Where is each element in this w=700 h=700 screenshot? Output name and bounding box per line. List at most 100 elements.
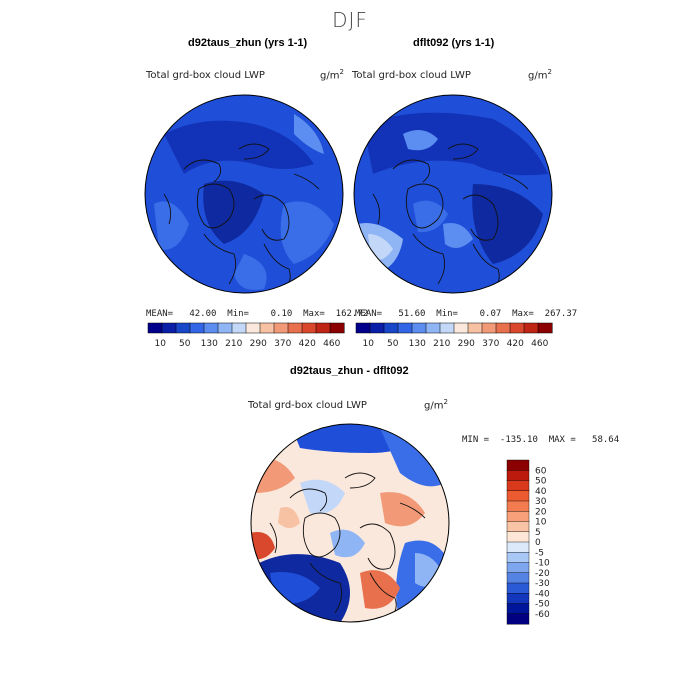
colorbar-cell: [369, 322, 385, 334]
colorbar-cell: [509, 322, 525, 334]
colorbar-cell: [506, 562, 530, 574]
colorbar-cell: [189, 322, 205, 334]
panel1-polar-map: [144, 94, 344, 294]
map-region-light-negative: [300, 479, 345, 514]
panel2-stats: MEAN= 51.60 Min= 0.07 Max= 267.37: [355, 309, 578, 319]
colorbar-cell: [506, 531, 530, 543]
panel1-units: g/m2: [320, 68, 344, 82]
colorbar-tick-label: 40: [535, 487, 547, 497]
map-region-mid: [154, 201, 189, 250]
map-region-positive: [360, 570, 400, 609]
colorbar-cell: [453, 322, 469, 334]
colorbar-cell: [506, 490, 530, 502]
colorbar-tick-label: -30: [535, 579, 550, 589]
map-region-light: [443, 223, 473, 248]
colorbar-tick-label: -5: [535, 548, 544, 558]
colorbar-cell: [161, 322, 177, 334]
colorbar-cell: [523, 322, 539, 334]
colorbar-tick-label: -50: [535, 600, 550, 610]
colorbar-cell: [329, 322, 345, 334]
panel2-units: g/m2: [528, 68, 552, 82]
colorbar-cell: [383, 322, 399, 334]
colorbar-tick-label: 60: [535, 466, 547, 476]
map-region-negative: [380, 428, 445, 487]
colorbar-cell: [231, 322, 247, 334]
colorbar-cell: [259, 322, 275, 334]
map-region-light: [403, 130, 438, 151]
colorbar-cell: [273, 322, 289, 334]
colorbar-cell: [355, 322, 371, 334]
colorbar-cell: [315, 322, 331, 334]
panel1-colorbar: 10 50 130 210 290 370 420 460: [147, 322, 345, 349]
colorbar-cell: [537, 322, 553, 334]
colorbar-tick-label: 5: [535, 528, 541, 538]
panel2-variable: Total grd-box cloud LWP: [352, 70, 471, 81]
colorbar-cell: [506, 500, 530, 512]
colorbar-tick-label: -60: [535, 610, 550, 620]
colorbar-cell: [397, 322, 413, 334]
colorbar-tick-label: 290: [250, 339, 267, 349]
colorbar-tick-label: 420: [507, 339, 524, 349]
colorbar-cell: [425, 322, 441, 334]
panel2-polar-map: [353, 94, 553, 294]
colorbar-tick-label: 10: [363, 339, 375, 349]
map-region-positive: [380, 492, 425, 527]
colorbar-cell: [301, 322, 317, 334]
panel2-colorbar: 10 50 130 210 290 370 420 460: [355, 322, 553, 349]
colorbar-cell: [506, 593, 530, 605]
colorbar-tick-label: 370: [482, 339, 499, 349]
colorbar-tick-label: 130: [409, 339, 426, 349]
colorbar-tick-label: -40: [535, 589, 550, 599]
figure-supertitle: DJF: [332, 8, 368, 32]
colorbar-cell: [495, 322, 511, 334]
colorbar-tick-label: -20: [535, 569, 550, 579]
colorbar-cell: [411, 322, 427, 334]
colorbar-tick-label: 10: [155, 339, 167, 349]
map-region-deep: [472, 184, 543, 264]
colorbar-tick-label: 10: [535, 518, 547, 528]
colorbar-tick-label: 50: [535, 477, 547, 487]
colorbar-cell: [506, 521, 530, 533]
colorbar-cell: [506, 613, 530, 625]
colorbar-cell: [245, 322, 261, 334]
panel3-stats: MIN = -135.10 MAX = 58.64: [462, 435, 620, 445]
colorbar-cell: [506, 511, 530, 523]
colorbar-cell: [506, 480, 530, 492]
colorbar-tick-label: 50: [387, 339, 399, 349]
colorbar-cell: [506, 552, 530, 564]
colorbar-tick-label: 30: [535, 497, 547, 507]
map-region-deep: [203, 180, 264, 244]
colorbar-cell: [506, 582, 530, 594]
colorbar-cell: [481, 322, 497, 334]
colorbar-cell: [203, 322, 219, 334]
panel3-polar-map: [250, 423, 450, 623]
colorbar-tick-label: 20: [535, 507, 547, 517]
colorbar-tick-label: 50: [179, 339, 191, 349]
map-region-deep: [363, 112, 548, 176]
colorbar-cell: [506, 470, 530, 482]
colorbar-tick-label: -10: [535, 559, 550, 569]
colorbar-cell: [439, 322, 455, 334]
colorbar-tick-label: 460: [323, 339, 340, 349]
colorbar-tick-label: 460: [531, 339, 548, 349]
map-region-mid: [234, 254, 267, 290]
map-region-positive: [278, 507, 300, 528]
map-region-strong-positive: [251, 532, 275, 560]
panel3-variable: Total grd-box cloud LWP: [248, 400, 367, 411]
colorbar-cell: [506, 459, 530, 471]
colorbar-tick-label: 420: [299, 339, 316, 349]
colorbar-tick-label: 210: [433, 339, 450, 349]
colorbar-tick-label: 370: [274, 339, 291, 349]
map-region-light-negative: [330, 529, 365, 558]
panel1-variable: Total grd-box cloud LWP: [146, 70, 265, 81]
colorbar-cell: [506, 541, 530, 553]
map-region-deep: [164, 120, 314, 174]
colorbar-cell: [175, 322, 191, 334]
map-region-mid: [413, 200, 448, 233]
colorbar-tick-label: 130: [201, 339, 218, 349]
panel3-units: g/m2: [424, 398, 448, 412]
colorbar-cell: [506, 603, 530, 615]
panel1-title: d92taus_zhun (yrs 1-1): [188, 37, 308, 49]
panel3-title: d92taus_zhun - dflt092: [290, 365, 409, 377]
